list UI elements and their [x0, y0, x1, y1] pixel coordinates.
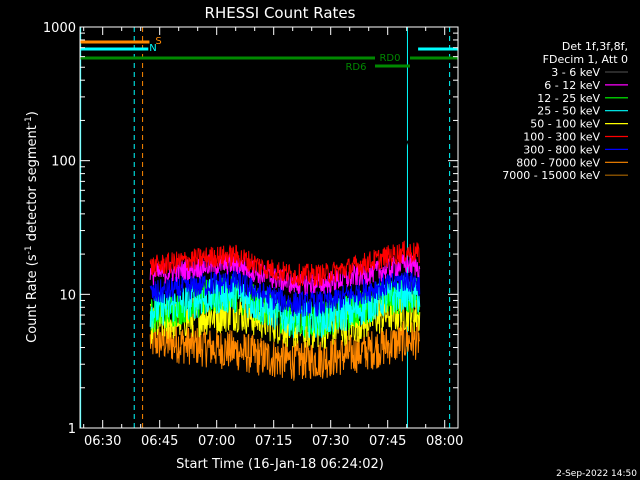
x-tick-label: 06:45: [141, 434, 178, 449]
data-series: [149, 136, 421, 381]
series-line: [149, 267, 421, 317]
legend-header-2: FDecim 1, Att 0: [543, 53, 628, 66]
series-line: [149, 273, 421, 338]
x-tick-label: 08:00: [426, 434, 463, 449]
y-axis-label: Count Rate (s-1 detector segment-1): [24, 111, 40, 343]
flag-bars: SN RD6 RD0: [80, 36, 458, 73]
legend-entry-label: 3 - 6 keV: [551, 66, 600, 79]
x-tick-label: 07:15: [255, 434, 292, 449]
legend-header-1: Det 1f,3f,8f,: [562, 40, 628, 53]
x-tick-label: 06:30: [84, 434, 121, 449]
legend-entry-label: 6 - 12 keV: [544, 79, 600, 92]
series-line: [149, 319, 421, 381]
flag-label-rd0: RD0: [379, 53, 400, 64]
x-axis-label: Start Time (16-Jan-18 06:24:02): [176, 457, 384, 472]
legend-entry-label: 12 - 25 keV: [537, 92, 600, 105]
y-tick-label: 1000: [43, 21, 76, 36]
footer-date: 2-Sep-2022 14:50: [556, 469, 637, 479]
legend-entry-label: 100 - 300 keV: [523, 131, 600, 144]
legend-entry-label: 25 - 50 keV: [537, 105, 600, 118]
x-tick-label: 07:45: [369, 434, 406, 449]
legend-entry-label: 300 - 800 keV: [523, 143, 600, 156]
x-tick-label: 07:30: [312, 434, 349, 449]
legend: Det 1f,3f,8f, FDecim 1, Att 0 3 - 6 keV6…: [502, 40, 628, 182]
time-markers: [80, 27, 451, 428]
plot-frame: [79, 26, 459, 429]
y-tick-label: 100: [51, 155, 76, 170]
axes: 06:30 06:45 07:00 07:15 07:30 07:45 08:00 1 10 10…: [43, 21, 464, 449]
flag-label-s: S: [155, 36, 161, 47]
chart-title: RHESSI Count Rates: [205, 4, 356, 22]
x-tick-label: 07:00: [198, 434, 235, 449]
y-tick-label: 1: [68, 422, 76, 437]
legend-entry-label: 800 - 7000 keV: [516, 156, 600, 169]
flag-label-rd6: RD6: [345, 62, 366, 73]
flag-label-n: N: [149, 43, 156, 54]
legend-entry-label: 7000 - 15000 keV: [502, 169, 600, 182]
series-line: [149, 136, 421, 178]
y-tick-label: 10: [59, 288, 76, 303]
series-line: [149, 240, 420, 287]
legend-entry-label: 50 - 100 keV: [530, 118, 600, 131]
